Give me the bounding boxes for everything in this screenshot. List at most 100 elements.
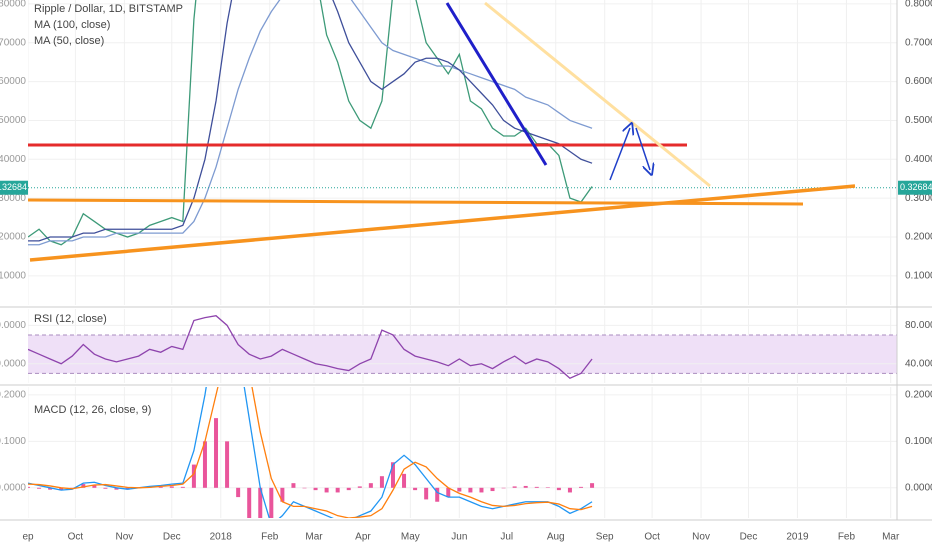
x-tick-label: ep xyxy=(22,532,34,543)
histogram-bar xyxy=(236,487,241,498)
histogram-bar xyxy=(103,487,108,489)
histogram-bar xyxy=(501,487,506,489)
x-tick-label: Mar xyxy=(882,532,900,543)
y-tick-label-left: 0.10000 xyxy=(0,271,26,282)
histogram-bar xyxy=(468,487,473,493)
histogram-bar xyxy=(191,464,196,488)
x-tick-label: 2019 xyxy=(786,532,809,543)
panel-title: MACD (12, 26, close, 9) xyxy=(34,404,151,416)
x-tick-label: Aug xyxy=(547,532,565,543)
histogram-bar xyxy=(258,487,263,518)
y-tick-label-left: 0.30000 xyxy=(0,193,26,204)
histogram-bar xyxy=(92,485,97,488)
y-tick-label: 0.60000 xyxy=(905,76,932,87)
arrow xyxy=(635,127,650,170)
histogram-bar xyxy=(335,487,340,493)
histogram-bar xyxy=(402,473,407,488)
y-tick-label-left: 0.60000 xyxy=(0,76,26,87)
down-trend-line xyxy=(484,1,711,188)
x-tick-label: Jun xyxy=(451,532,467,543)
histogram-bar xyxy=(435,487,440,502)
y-tick-label-left: 0.70000 xyxy=(0,37,26,48)
x-tick-label: Nov xyxy=(692,532,710,543)
y-tick-label-left: 0.50000 xyxy=(0,115,26,126)
rsi-panel xyxy=(28,309,897,383)
x-tick-label: Feb xyxy=(261,532,279,543)
up-trend-line xyxy=(29,184,856,262)
x-tick-label: 2018 xyxy=(210,532,233,543)
price-tag-label: 0.32684 xyxy=(900,182,932,192)
y-tick-label: 0.1000 xyxy=(905,436,932,447)
y-tick-label-left: 0.2000 xyxy=(0,390,26,401)
x-tick-label: Sep xyxy=(596,532,614,543)
y-tick-label: 0.70000 xyxy=(905,37,932,48)
series-line xyxy=(28,387,593,518)
histogram-bar xyxy=(368,483,373,488)
y-tick-label: 0.30000 xyxy=(905,193,932,204)
y-tick-label: 0.80000 xyxy=(905,0,932,10)
histogram-bar xyxy=(523,485,528,488)
histogram-bar xyxy=(202,441,207,488)
histogram-bar xyxy=(214,418,219,488)
x-tick-label: Jul xyxy=(500,532,513,543)
x-tick-label: Dec xyxy=(163,532,181,543)
y-tick-label: 0.20000 xyxy=(905,232,932,243)
histogram-bar xyxy=(390,462,395,488)
histogram-bar xyxy=(446,487,451,498)
price-panel xyxy=(28,0,897,305)
histogram-bar xyxy=(114,487,119,490)
drawings xyxy=(28,1,856,262)
histogram-bar xyxy=(169,486,174,488)
histogram-bar xyxy=(158,486,163,488)
histogram-bar xyxy=(567,487,572,493)
series-line xyxy=(28,0,593,246)
histogram-bar xyxy=(579,486,583,488)
histogram-bar xyxy=(556,487,561,491)
histogram-bar xyxy=(424,487,429,500)
histogram-bar xyxy=(48,487,53,490)
y-tick-label-left: 80.0000 xyxy=(0,320,26,331)
histogram-bar xyxy=(28,486,30,488)
histogram-bar xyxy=(313,487,318,491)
y-tick-label-left: 0.0000 xyxy=(0,482,26,493)
histogram-bar xyxy=(37,487,42,489)
histogram-bar xyxy=(280,487,285,502)
y-tick-label-left: 0.1000 xyxy=(0,436,26,447)
x-tick-label: Apr xyxy=(355,532,371,543)
legend-entry: MA (50, close) xyxy=(34,35,104,47)
histogram-bar xyxy=(357,486,362,488)
band xyxy=(28,334,897,374)
macd-panel xyxy=(28,387,897,518)
histogram-bar xyxy=(490,487,495,492)
histogram-bar xyxy=(534,486,539,488)
x-tick-label: Oct xyxy=(644,532,660,543)
histogram-bar xyxy=(225,441,230,488)
series-line xyxy=(28,0,593,242)
x-tick-label: Nov xyxy=(115,532,133,543)
histogram-bar xyxy=(269,487,274,518)
down-trend-line xyxy=(445,2,548,166)
chart-title: Ripple / Dollar, 1D, BITSTAMP xyxy=(34,3,183,15)
legend-entry: RSI (12, close) xyxy=(34,313,107,325)
histogram-bar xyxy=(247,487,252,518)
y-tick-label: 0.2000 xyxy=(905,390,932,401)
histogram-bar xyxy=(324,487,329,493)
y-tick-label-left: 0.80000 xyxy=(0,0,26,10)
y-tick-label: 0.40000 xyxy=(905,154,932,165)
series-line xyxy=(28,387,593,518)
histogram-bar xyxy=(457,487,462,492)
x-tick-label: May xyxy=(401,532,420,543)
histogram-bar xyxy=(59,487,64,491)
x-tick-label: Oct xyxy=(68,532,84,543)
histogram-bar xyxy=(512,486,517,488)
x-tick-label: Dec xyxy=(740,532,758,543)
histogram-bar xyxy=(70,487,75,489)
x-tick-label: Feb xyxy=(838,532,856,543)
y-tick-label-left: 0.40000 xyxy=(0,154,26,165)
series-line xyxy=(28,0,593,246)
arrow xyxy=(609,128,630,181)
histogram-bar xyxy=(545,487,550,488)
histogram-bar xyxy=(590,483,595,488)
y-tick-label: 80.0000 xyxy=(905,320,932,331)
